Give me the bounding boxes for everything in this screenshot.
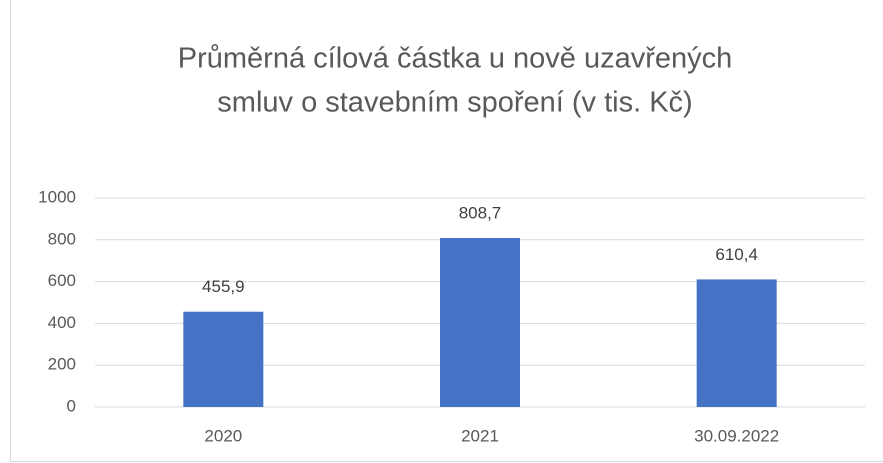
y-tick-label: 0	[67, 396, 76, 415]
data-label: 610,4	[715, 245, 758, 264]
bar	[183, 311, 264, 407]
y-tick-label: 200	[48, 355, 76, 374]
x-tick-label: 2020	[204, 426, 242, 445]
chart-title-line: Průměrná cílová částka u nově uzavřených	[178, 43, 733, 75]
y-tick-label: 600	[48, 271, 76, 290]
bar	[440, 237, 520, 407]
data-label: 808,7	[459, 203, 502, 222]
x-tick-label: 2021	[461, 426, 499, 445]
x-tick-label: 30.09.2022	[694, 426, 779, 445]
chart-title-line: smluv o stavebním spoření (v tis. Kč)	[217, 87, 692, 119]
data-label: 455,9	[202, 277, 245, 296]
y-tick-label: 400	[48, 313, 76, 332]
y-tick-label: 800	[48, 229, 76, 248]
chart-border	[10, 0, 883, 462]
y-tick-label: 1000	[38, 187, 76, 206]
bar	[696, 279, 777, 407]
